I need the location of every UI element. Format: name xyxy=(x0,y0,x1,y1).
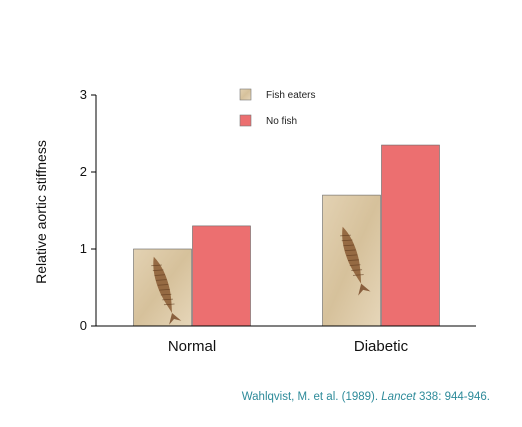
y-tick-label: 2 xyxy=(80,164,87,179)
y-axis-label: Relative aortic stiffness xyxy=(33,140,49,284)
fish-fossil-icon xyxy=(151,256,182,325)
category-label-diabetic: Diabetic xyxy=(354,338,409,355)
legend-label-fish-eaters: Fish eaters xyxy=(266,90,315,101)
bar-normal-no-fish xyxy=(192,225,251,327)
category-label-normal: Normal xyxy=(168,338,216,355)
bars-layer xyxy=(133,144,440,327)
fish-fossil-icon xyxy=(340,226,371,296)
y-tick-label: 1 xyxy=(80,241,87,256)
bar-diabetic-no-fish xyxy=(381,144,440,327)
legend-label-no-fish: No fish xyxy=(266,116,297,127)
legend-swatch-no-fish xyxy=(239,114,252,127)
citation-details: 338: 944-946. xyxy=(419,391,490,403)
legend-swatch-fish-eaters xyxy=(239,88,252,101)
citation-journal: Lancet xyxy=(381,391,416,403)
citation: Wahlqvist, M. et al. (1989). Lancet 338:… xyxy=(242,391,490,403)
y-tick-label: 3 xyxy=(80,87,87,102)
citation-authors: Wahlqvist, M. et al. (1989). xyxy=(241,391,379,403)
axes-layer: Normal Diabetic 0 1 2 3 xyxy=(80,87,476,355)
legend: Fish eaters No fish xyxy=(239,88,315,127)
y-tick-label: 0 xyxy=(80,318,87,333)
